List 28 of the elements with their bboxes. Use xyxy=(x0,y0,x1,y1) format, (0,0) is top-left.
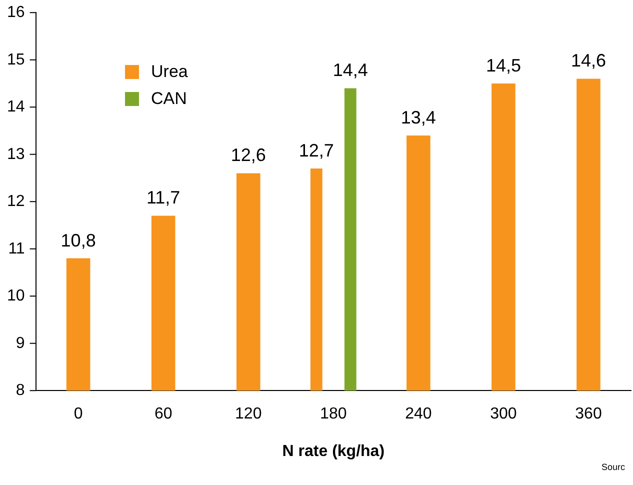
y-tick-label: 10 xyxy=(7,288,25,305)
x-tick-label: 120 xyxy=(235,406,262,423)
data-label: 14,4 xyxy=(332,60,368,80)
y-tick-label: 15 xyxy=(7,51,25,68)
y-tick-label: 11 xyxy=(8,240,25,258)
y-tick-label: 13 xyxy=(7,146,25,163)
text: Sourc xyxy=(601,462,625,472)
x-tick-label: 0 xyxy=(74,406,83,423)
y-tick-label: 14 xyxy=(7,98,25,116)
y-tick-label: 9 xyxy=(16,334,25,352)
data-label: 14,5 xyxy=(486,55,521,76)
data-label: 10,8 xyxy=(60,230,96,250)
x-tick-label: 240 xyxy=(405,406,432,423)
y-tick-label: 16 xyxy=(7,4,25,22)
x-tick-label: 60 xyxy=(154,406,172,423)
legend-label: CAN xyxy=(151,88,187,108)
data-label: 14,6 xyxy=(570,50,606,71)
data-label: 13,4 xyxy=(400,107,436,128)
legend-label: Urea xyxy=(151,62,188,82)
data-label: 12,7 xyxy=(298,140,334,160)
x-tick-label: 300 xyxy=(490,406,517,423)
x-axis-title: N rate (kg/ha) xyxy=(282,442,385,460)
y-tick-label: 12 xyxy=(7,193,25,210)
data-label: 12,6 xyxy=(230,145,266,166)
x-tick-label: 360 xyxy=(575,406,602,423)
x-tick-label: 180 xyxy=(320,406,347,423)
y-tick-label: 8 xyxy=(16,382,25,400)
data-label: 11,7 xyxy=(146,188,180,208)
